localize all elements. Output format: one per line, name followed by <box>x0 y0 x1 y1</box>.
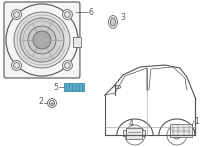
Bar <box>126 128 142 139</box>
Circle shape <box>173 131 181 139</box>
Circle shape <box>12 60 22 70</box>
Ellipse shape <box>110 18 115 26</box>
Bar <box>73 37 81 47</box>
Text: 5: 5 <box>53 82 58 91</box>
Circle shape <box>14 12 70 68</box>
Circle shape <box>131 131 139 139</box>
Circle shape <box>62 60 72 70</box>
Text: 3: 3 <box>120 12 125 21</box>
Text: 2: 2 <box>38 96 43 106</box>
Circle shape <box>62 10 72 20</box>
Bar <box>142 130 145 136</box>
Circle shape <box>28 26 56 54</box>
Bar <box>170 124 192 137</box>
Circle shape <box>47 98 56 107</box>
Text: 6: 6 <box>89 7 94 16</box>
Circle shape <box>33 31 51 49</box>
Circle shape <box>20 18 64 62</box>
Bar <box>64 83 84 91</box>
Text: 1: 1 <box>194 117 199 126</box>
FancyBboxPatch shape <box>4 2 80 78</box>
Ellipse shape <box>108 15 117 29</box>
Ellipse shape <box>115 86 121 88</box>
Text: 4: 4 <box>129 120 134 128</box>
Circle shape <box>12 10 22 20</box>
Bar <box>123 130 126 136</box>
